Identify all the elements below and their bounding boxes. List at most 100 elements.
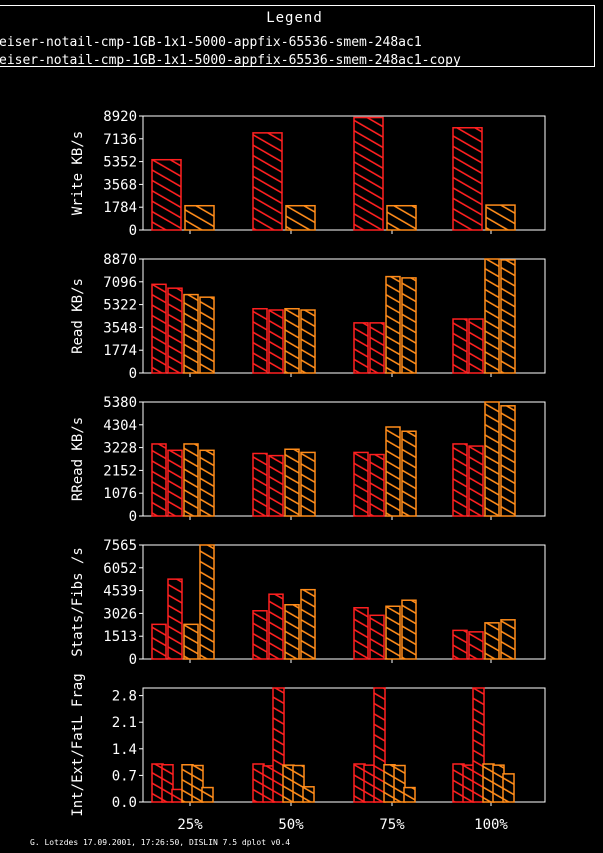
bar	[369, 614, 385, 660]
bar	[468, 318, 484, 374]
bar	[373, 687, 386, 803]
bar	[252, 307, 268, 374]
bar	[183, 443, 199, 517]
bar	[500, 405, 516, 517]
bar	[268, 593, 284, 660]
plot-frame	[142, 258, 546, 374]
plot-frame	[142, 544, 546, 660]
bar	[502, 773, 515, 803]
bar	[151, 158, 182, 231]
y-axis-label: Stats/Fibs /s	[70, 547, 86, 657]
x-tick-label: 100%	[474, 817, 508, 833]
y-tick-label: 2152	[103, 463, 137, 479]
bar	[151, 443, 167, 517]
y-tick-label: 2.1	[112, 715, 137, 731]
y-tick-label: 1784	[103, 200, 137, 216]
bar	[468, 445, 484, 517]
y-tick-label: 2.8	[112, 689, 137, 705]
bar	[201, 786, 214, 803]
y-tick-label: 3026	[103, 606, 137, 622]
y-tick-label: 8870	[103, 252, 137, 268]
bar	[199, 296, 215, 374]
x-tick-label: 75%	[379, 817, 405, 833]
bar	[252, 132, 283, 231]
y-tick-label: 5380	[103, 395, 137, 411]
y-tick-label: 0.0	[112, 795, 137, 811]
bar	[500, 619, 516, 660]
bar	[272, 687, 285, 803]
bar	[268, 309, 284, 374]
footer-credit: G. Lotzdes 17.09.2001, 17:26:50, DISLIN …	[30, 838, 291, 847]
bar	[199, 449, 215, 517]
bar	[284, 604, 300, 660]
y-tick-label: 0	[129, 652, 137, 668]
y-tick-label: 8920	[103, 109, 137, 125]
y-tick-label: 0	[129, 366, 137, 382]
bar	[302, 786, 315, 803]
legend-box: Legend eiser-notail-cmp-1GB-1x1-5000-app…	[0, 5, 595, 68]
y-tick-label: 1774	[103, 343, 137, 359]
y-tick-label: 1513	[103, 629, 137, 645]
y-tick-label: 4539	[103, 584, 137, 600]
y-axis-label: RRead KB/s	[70, 417, 86, 501]
plot-frame	[142, 401, 546, 517]
bar	[385, 275, 401, 374]
bar	[151, 283, 167, 374]
y-tick-label: 0	[129, 509, 137, 525]
bar	[167, 449, 183, 517]
bar	[401, 599, 417, 660]
bar	[183, 293, 199, 374]
legend-entry-run2: eiser-notail-cmp-1GB-1x1-5000-appfix-655…	[0, 53, 461, 68]
y-tick-label: 0	[129, 223, 137, 239]
legend-entry-run1: eiser-notail-cmp-1GB-1x1-5000-appfix-655…	[0, 35, 422, 50]
bar	[485, 204, 516, 231]
bar	[151, 623, 167, 660]
x-tick-label: 50%	[278, 817, 304, 833]
bar	[369, 322, 385, 374]
bar	[353, 607, 369, 660]
bar	[393, 764, 406, 803]
bar	[167, 287, 183, 374]
bar	[452, 127, 483, 231]
y-tick-label: 7136	[103, 132, 137, 148]
panel-3: 0 1513 3026 4539 6052 7565 Stats/Fibs /s	[70, 538, 546, 668]
panel-0: 0 1784 3568 5352 7136 8920 Write KB/s	[70, 109, 546, 239]
y-tick-label: 3548	[103, 320, 137, 336]
bar	[353, 451, 369, 517]
bar	[484, 622, 500, 660]
bar	[300, 451, 316, 517]
bar	[452, 443, 468, 517]
bar	[199, 544, 215, 660]
bar	[284, 448, 300, 517]
y-tick-label: 6052	[103, 561, 137, 577]
y-tick-label: 3228	[103, 441, 137, 457]
plot-frame	[142, 115, 546, 231]
bar	[183, 623, 199, 660]
y-axis-label: Write KB/s	[70, 131, 86, 215]
bar	[268, 454, 284, 517]
bar	[484, 258, 500, 374]
bar	[385, 605, 401, 660]
bar	[403, 786, 416, 803]
bar	[285, 204, 316, 231]
y-tick-label: 3568	[103, 177, 137, 193]
bar	[353, 116, 384, 231]
panel-4: 0.0 0.7 1.4 2.1 2.8 Int/Ext/FatL Frag	[70, 673, 546, 817]
bar	[252, 452, 268, 517]
x-tick-label: 25%	[177, 817, 203, 833]
bar	[385, 426, 401, 517]
y-tick-label: 7096	[103, 275, 137, 291]
bar	[292, 764, 305, 803]
y-tick-label: 1.4	[112, 742, 137, 758]
y-tick-label: 1076	[103, 486, 137, 502]
y-tick-label: 7565	[103, 538, 137, 554]
bar	[484, 401, 500, 517]
bar	[353, 322, 369, 374]
bar	[369, 453, 385, 517]
bar	[184, 204, 215, 231]
y-axis-label: Int/Ext/FatL Frag	[70, 673, 86, 816]
bar	[472, 687, 485, 803]
bar	[167, 578, 183, 660]
y-tick-label: 5352	[103, 155, 137, 171]
